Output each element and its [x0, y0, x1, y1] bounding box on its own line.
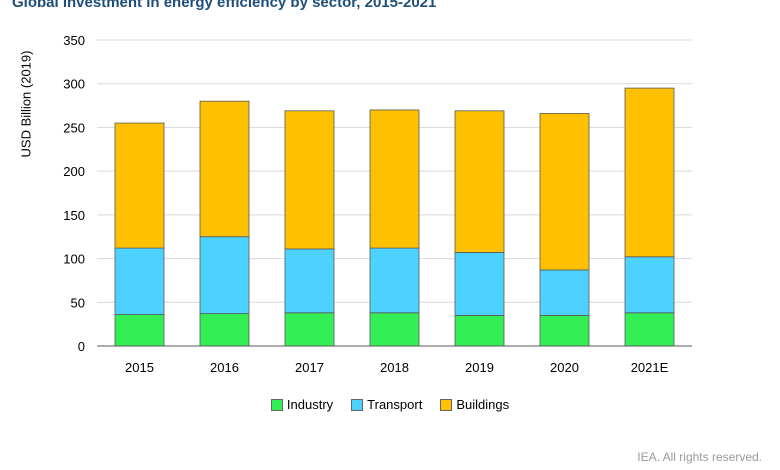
bar-segment-buildings: [114, 122, 165, 249]
bar-segment-buildings: [369, 109, 420, 249]
x-tick-label: 2015: [125, 360, 154, 375]
legend-swatch-transport: [351, 398, 364, 411]
legend-item-buildings: Buildings: [440, 397, 509, 412]
y-tick-label: 200: [63, 164, 85, 179]
x-tick-label: 2019: [465, 360, 494, 375]
legend-swatch-industry: [270, 398, 283, 411]
copyright-footer: IEA. All rights reserved.: [637, 450, 762, 464]
bar-segment-transport: [454, 252, 505, 316]
bar-segment-industry: [199, 313, 250, 347]
x-tick-label: 2018: [380, 360, 409, 375]
bar-segment-transport: [539, 269, 590, 316]
y-tick-label: 250: [63, 120, 85, 135]
x-tick-label: 2016: [210, 360, 239, 375]
chart-title: Global investment in energy efficiency b…: [12, 0, 437, 11]
bar-segment-buildings: [624, 87, 675, 258]
y-tick-label: 100: [63, 252, 85, 267]
y-tick-label: 50: [71, 295, 85, 310]
legend-label-industry: Industry: [286, 397, 334, 412]
bar-segment-transport: [114, 247, 165, 315]
bar-segment-transport: [624, 256, 675, 314]
bar-segment-industry: [454, 314, 505, 347]
bar-segment-industry: [284, 312, 335, 347]
y-tick-label: 350: [63, 33, 85, 48]
legend: Industry Transport Buildings: [0, 397, 780, 412]
y-tick-label: 150: [63, 208, 85, 223]
bar-segment-industry: [624, 312, 675, 347]
bar-segment-industry: [369, 312, 420, 347]
y-tick-label: 0: [78, 339, 85, 354]
x-tick-label: 2021E: [631, 360, 669, 375]
bar-segment-buildings: [284, 110, 335, 250]
x-tick-label: 2020: [550, 360, 579, 375]
bar-segment-buildings: [199, 100, 250, 238]
bar-segment-transport: [199, 236, 250, 315]
legend-item-transport: Transport: [351, 397, 422, 412]
x-tick-label: 2017: [295, 360, 324, 375]
bar-segment-industry: [539, 314, 590, 347]
legend-label-transport: Transport: [367, 397, 423, 412]
legend-label-buildings: Buildings: [456, 397, 510, 412]
bar-segment-buildings: [454, 110, 505, 253]
legend-item-industry: Industry: [270, 397, 334, 412]
bar-segment-buildings: [539, 113, 590, 271]
y-tick-label: 300: [63, 77, 85, 92]
legend-swatch-buildings: [440, 398, 453, 411]
bar-segment-industry: [114, 314, 165, 347]
bar-segment-transport: [284, 248, 335, 314]
bar-segment-transport: [369, 247, 420, 314]
